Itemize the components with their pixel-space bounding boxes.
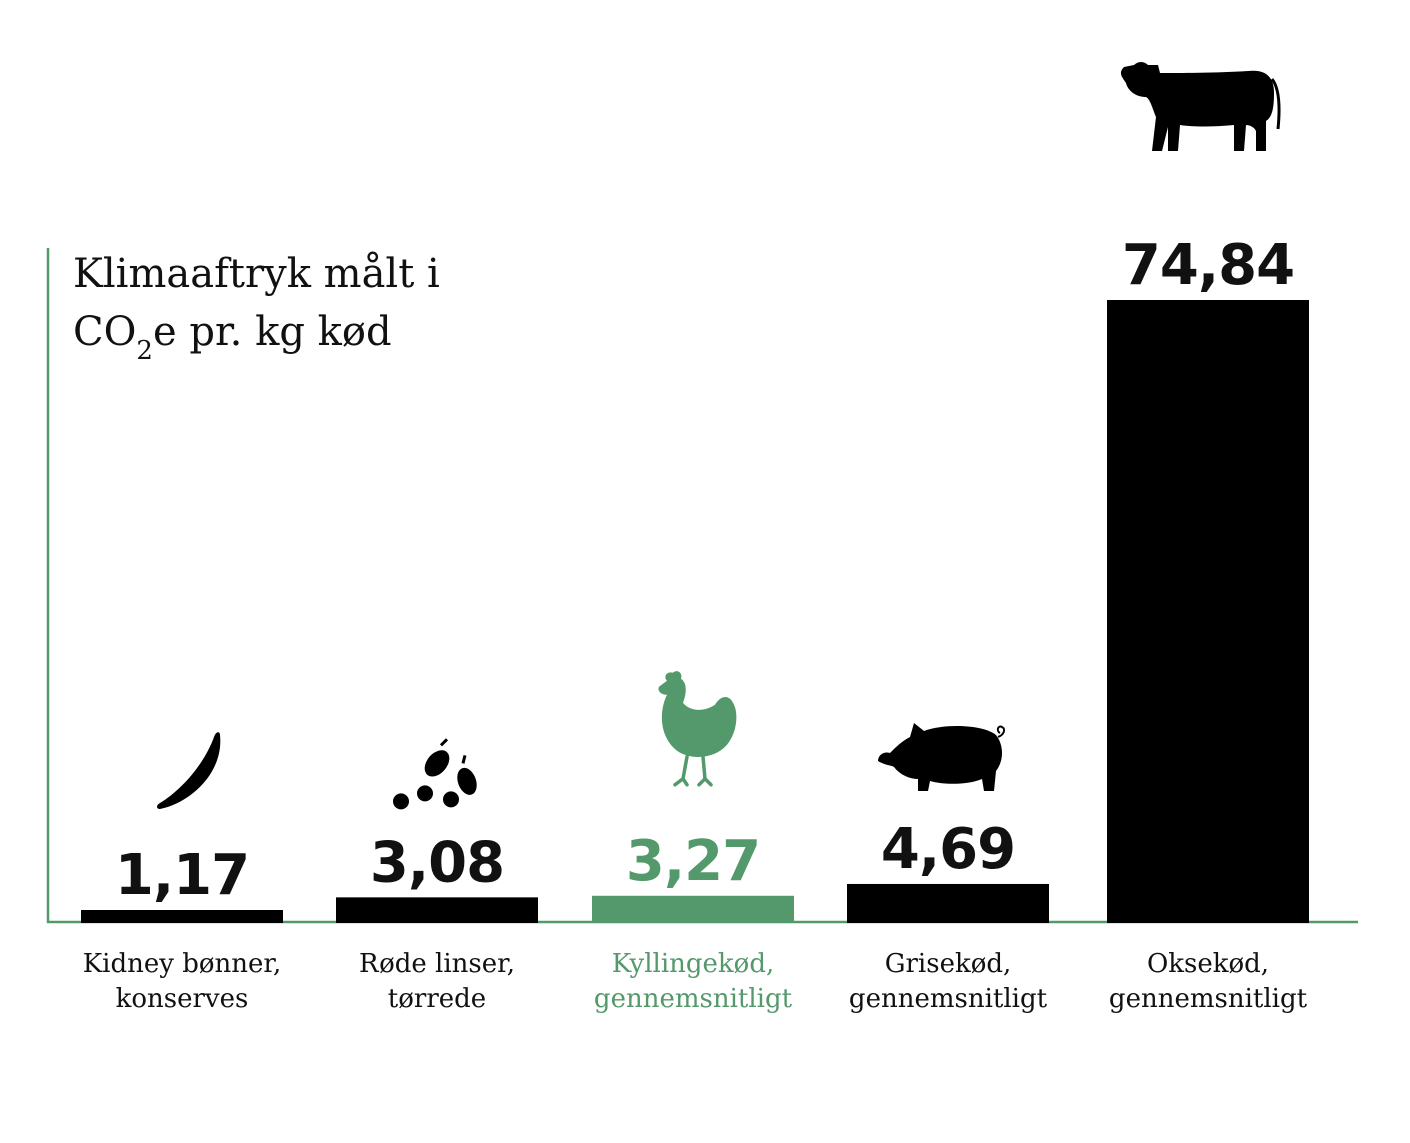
- value-label-0: 1,17: [115, 843, 249, 908]
- pig-icon: [878, 722, 1006, 791]
- value-label-2: 3,27: [626, 829, 760, 894]
- cow-icon: [1120, 62, 1281, 151]
- category-label-1-1: tørrede: [388, 984, 486, 1014]
- category-label-4-0: Oksekød,: [1147, 949, 1269, 979]
- category-label-1-0: Røde linser,: [359, 949, 515, 979]
- value-label-1: 3,08: [370, 830, 504, 895]
- bar-4: [1107, 300, 1309, 923]
- value-label-3: 4,69: [881, 817, 1015, 882]
- chart-title-line2: CO2e pr. kg kød: [73, 309, 392, 366]
- category-labels: Kidney bønner, konserves Røde linser, tørre…: [83, 949, 1308, 1014]
- category-label-2-0: Kyllingekød,: [612, 949, 775, 979]
- category-label-4-1: gennemsnitligt: [1109, 984, 1308, 1014]
- title-rest: e pr. kg kød: [153, 309, 392, 355]
- bar-3: [847, 883, 1049, 923]
- category-label-3-1: gennemsnitligt: [849, 984, 1048, 1014]
- category-label-0-0: Kidney bønner,: [83, 949, 281, 979]
- category-label-2-1: gennemsnitligt: [594, 984, 793, 1014]
- chart-title: Klimaaftryk målt i: [73, 251, 440, 297]
- category-label-0-1: konserves: [116, 984, 249, 1014]
- chicken-icon: [658, 671, 737, 787]
- value-label-4: 74,84: [1122, 233, 1294, 298]
- bar-0: [81, 910, 283, 923]
- title-subscript: 2: [136, 336, 153, 366]
- icons: [157, 62, 1281, 810]
- lentils-icon: [393, 738, 477, 810]
- bars: [81, 300, 1309, 923]
- bar-2: [592, 895, 794, 923]
- title-co: CO: [73, 309, 136, 355]
- value-labels: 1,17 3,08 3,27 4,69 74,84: [115, 233, 1295, 908]
- category-label-3-0: Grisekød,: [885, 949, 1012, 979]
- bar-1: [336, 897, 538, 923]
- kidney-bean-icon: [157, 732, 221, 809]
